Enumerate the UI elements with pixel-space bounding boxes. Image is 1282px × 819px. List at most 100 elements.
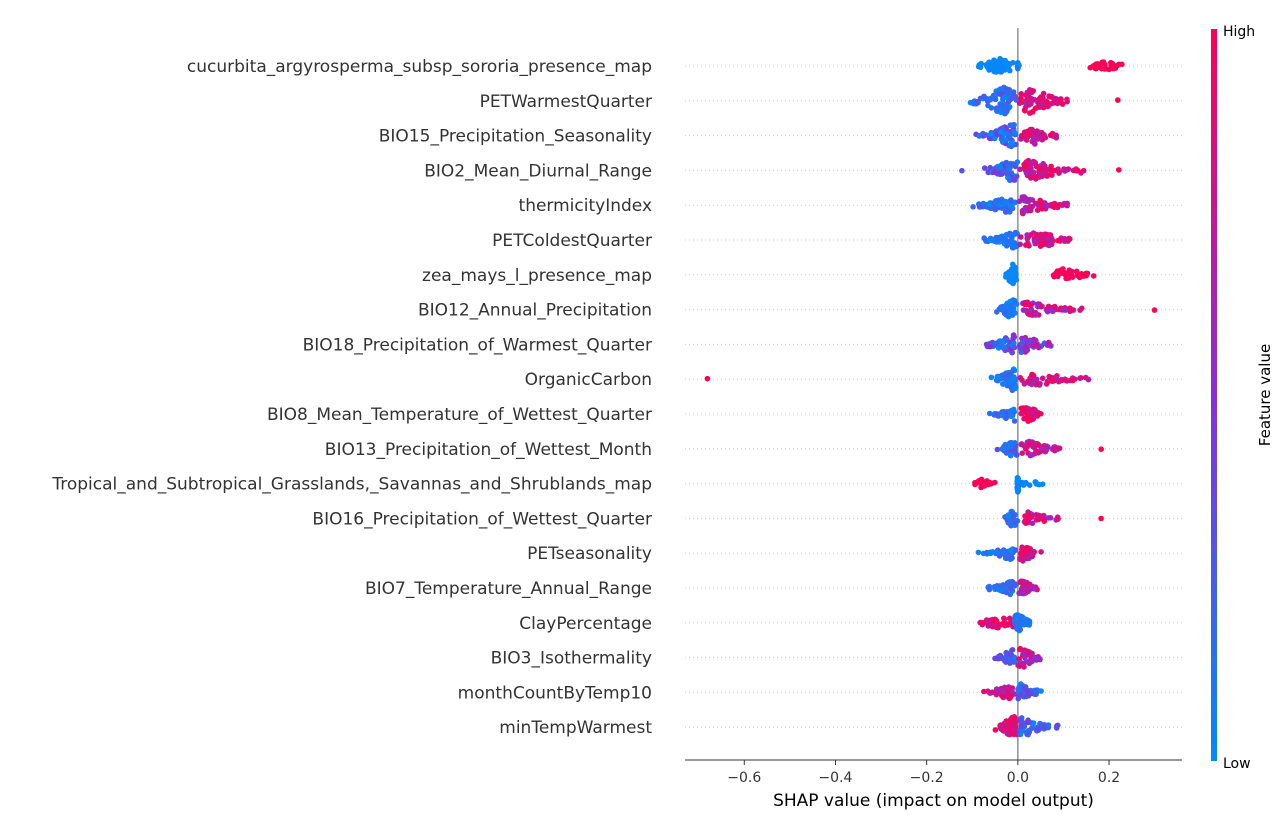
shap-point — [1012, 229, 1019, 236]
shap-point — [1040, 104, 1047, 111]
shap-point — [1046, 93, 1052, 99]
shap-point — [1030, 169, 1037, 176]
shap-point — [1035, 516, 1042, 523]
shap-point — [981, 132, 988, 138]
shap-point — [1011, 517, 1018, 523]
shap-point — [1033, 512, 1039, 518]
shap-point — [1001, 59, 1008, 66]
shap-point — [1023, 687, 1030, 694]
shap-point — [1025, 311, 1031, 317]
shap-point — [1047, 232, 1054, 238]
shap-point — [1007, 241, 1014, 248]
shap-point — [1012, 547, 1019, 553]
shap-point — [1027, 417, 1034, 424]
shap-point — [1051, 167, 1058, 174]
shap-point — [1030, 134, 1037, 141]
shap-point — [1006, 379, 1012, 386]
shap-point — [1050, 272, 1057, 279]
shap-point — [1022, 415, 1028, 422]
shap-point — [1019, 544, 1025, 550]
shap-point — [1055, 516, 1061, 522]
shap-point — [1057, 238, 1063, 244]
shap-point — [1093, 65, 1099, 72]
shap-point — [1023, 170, 1030, 176]
x-tick-label: −0.4 — [818, 770, 852, 786]
shap-point — [1000, 728, 1007, 734]
shap-point — [1008, 586, 1015, 592]
colorbar-low-label: Low — [1223, 756, 1251, 772]
shap-point — [999, 655, 1005, 662]
row-gridlines — [685, 65, 1182, 728]
shap-point — [983, 95, 989, 102]
shap-point — [987, 549, 993, 556]
shap-point — [1042, 448, 1049, 455]
shap-point — [1018, 91, 1024, 97]
shap-point — [1031, 407, 1038, 414]
shap-point — [981, 235, 987, 241]
shap-point — [1034, 207, 1041, 213]
shap-point — [987, 131, 994, 137]
shap-point — [1021, 161, 1027, 168]
shap-point — [1029, 520, 1036, 527]
shap-point — [1012, 130, 1018, 137]
shap-point — [1010, 727, 1017, 733]
shap-point — [1037, 95, 1043, 102]
shap-point — [992, 479, 998, 486]
shap-point — [976, 62, 983, 68]
shap-point — [1055, 273, 1061, 280]
shap-point — [1064, 96, 1070, 103]
shap-point — [1015, 622, 1022, 628]
shap-point — [1006, 104, 1013, 110]
shap-point — [1010, 332, 1017, 339]
shap-point — [1023, 242, 1029, 248]
feature-labels: cucurbita_argyrosperma_subsp_sororia_pre… — [51, 57, 652, 738]
shap-point — [1006, 165, 1012, 172]
shap-point — [1007, 298, 1013, 305]
shap-point — [1017, 731, 1024, 738]
shap-point — [1022, 207, 1029, 214]
shap-point — [997, 86, 1004, 92]
shap-point — [704, 375, 711, 382]
shap-point — [1062, 307, 1068, 313]
shap-point — [1045, 515, 1052, 521]
shap-point — [1012, 614, 1018, 620]
shap-point — [1054, 723, 1060, 729]
shap-point — [1003, 231, 1010, 238]
shap-point — [1064, 237, 1071, 243]
shap-point — [1018, 234, 1024, 240]
shap-point — [994, 583, 1000, 589]
shap-point — [1031, 586, 1037, 592]
shap-point — [1000, 381, 1006, 387]
shap-point — [1017, 626, 1023, 633]
shap-point — [1044, 308, 1051, 315]
shap-point — [1002, 169, 1008, 176]
shap-point — [1008, 547, 1014, 553]
shap-point — [1040, 241, 1046, 248]
x-axis-title: SHAP value (impact on model output) — [773, 791, 1094, 811]
shap-point — [1031, 96, 1038, 103]
shap-point — [1010, 280, 1016, 287]
shap-point — [1038, 688, 1044, 694]
shap-point — [1010, 161, 1017, 167]
shap-point — [976, 204, 983, 210]
shap-point — [1047, 132, 1054, 139]
shap-point — [1077, 271, 1083, 278]
shap-point — [988, 105, 995, 111]
shap-point — [1018, 723, 1025, 730]
shap-point — [1023, 693, 1030, 699]
feature-label: BIO16_Precipitation_of_Wettest_Quarter — [312, 509, 652, 529]
x-tick-label: 0.2 — [1098, 770, 1120, 786]
shap-point — [1053, 135, 1060, 141]
shap-point — [986, 201, 992, 207]
shap-point — [1018, 579, 1024, 586]
shap-point — [1008, 139, 1015, 146]
shap-point — [1026, 441, 1032, 448]
shap-point — [1106, 66, 1112, 73]
shap-point — [1070, 377, 1076, 384]
shap-point — [1032, 200, 1039, 207]
shap-point — [1022, 445, 1029, 452]
shap-point — [1018, 550, 1024, 557]
shap-point — [1026, 618, 1033, 624]
shap-point — [1014, 478, 1020, 485]
shap-point — [1017, 241, 1023, 248]
